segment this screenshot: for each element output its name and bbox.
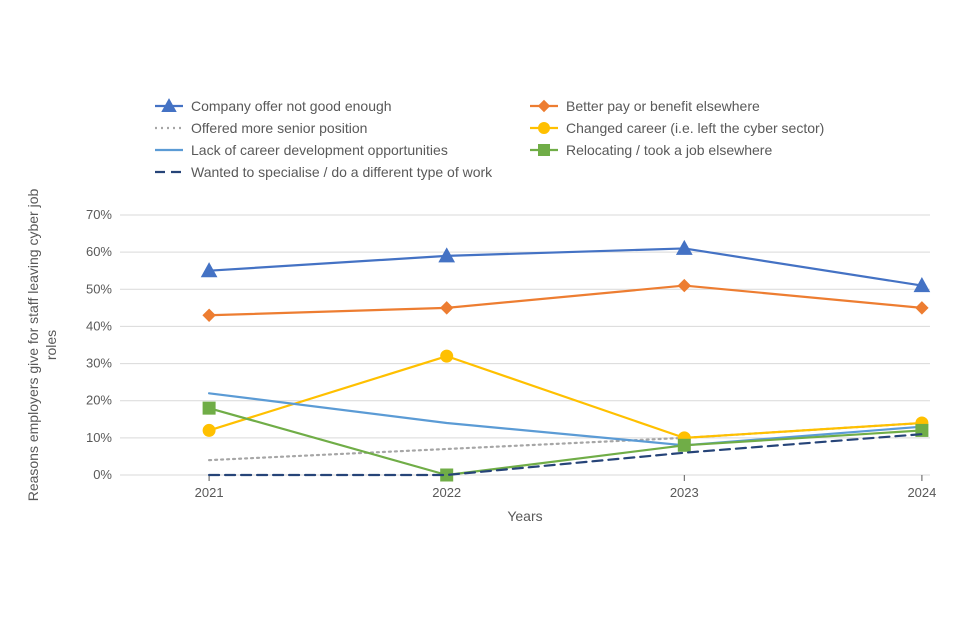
legend-item-changed_career: Changed career (i.e. left the cyber sect… <box>530 120 824 136</box>
y-tick-label: 30% <box>86 356 112 371</box>
legend-item-specialise: Wanted to specialise / do a different ty… <box>155 164 493 180</box>
legend-label: Company offer not good enough <box>191 98 392 114</box>
legend-label: Wanted to specialise / do a different ty… <box>191 164 493 180</box>
legend-item-lack_dev: Lack of career development opportunities <box>155 142 448 158</box>
legend-item-company_offer: Company offer not good enough <box>155 98 392 114</box>
y-tick-label: 0% <box>93 467 112 482</box>
y-tick-label: 60% <box>86 244 112 259</box>
legend-label: Lack of career development opportunities <box>191 142 448 158</box>
legend-label: Changed career (i.e. left the cyber sect… <box>566 120 824 136</box>
y-tick-label: 40% <box>86 318 112 333</box>
line-chart: 0% 10% 20% 30% 40% 50% 60% 70% 2021 2022 2023 2024 Y… <box>0 0 960 640</box>
legend-label: Better pay or benefit elsewhere <box>566 98 760 114</box>
legend-label: Offered more senior position <box>191 120 367 136</box>
y-tick-label: 10% <box>86 430 112 445</box>
x-axis-title: Years <box>507 508 542 524</box>
x-tick-label: 2023 <box>670 485 699 500</box>
x-tick-label: 2021 <box>195 485 224 500</box>
legend-item-relocating: Relocating / took a job elsewhere <box>530 142 772 158</box>
y-tick-label: 50% <box>86 281 112 296</box>
x-tick-label: 2024 <box>907 485 936 500</box>
legend-label: Relocating / took a job elsewhere <box>566 142 772 158</box>
chart-svg: 0% 10% 20% 30% 40% 50% 60% 70% 2021 2022 2023 2024 Y… <box>0 0 960 640</box>
x-tick-label: 2022 <box>432 485 461 500</box>
y-tick-label: 20% <box>86 393 112 408</box>
y-tick-label: 70% <box>86 207 112 222</box>
